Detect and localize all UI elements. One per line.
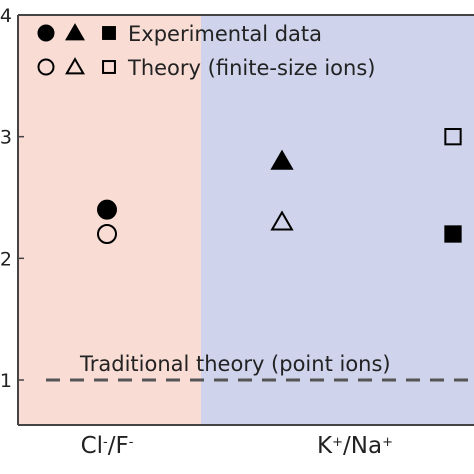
y-tick-label: 1 — [0, 370, 12, 392]
legend-theory-circle-marker — [37, 58, 55, 76]
cation-region — [201, 15, 474, 425]
x-label-cation: K+/Na+ — [317, 433, 393, 459]
theory-triangle-point — [270, 210, 294, 231]
legend-theory-label: Theory (finite-size ions) — [127, 56, 375, 80]
legend-experimental-square-marker — [102, 26, 116, 40]
y-tick-label: 3 — [0, 127, 12, 149]
legend-experimental-label: Experimental data — [128, 22, 322, 46]
legend-theory-triangle-marker — [65, 57, 85, 75]
data-points — [97, 128, 462, 244]
experimental-square-point — [444, 225, 462, 243]
reference-line-label: Traditional theory (point ions) — [79, 352, 391, 376]
legend: Experimental data Theory (finite-size ion… — [37, 22, 375, 80]
legend-experimental-circle-marker — [37, 24, 55, 42]
legend-experimental-triangle-marker — [65, 23, 85, 41]
y-tick-label: 4 — [0, 5, 12, 27]
theory-circle-point — [97, 224, 117, 244]
y-tick-label: 2 — [0, 248, 12, 270]
experimental-circle-point — [97, 199, 117, 220]
y-ticks: 1 2 3 4 — [0, 5, 24, 392]
x-category-labels: Cl-/F- K+/Na+ — [81, 433, 393, 459]
experimental-triangle-point — [270, 149, 294, 170]
anion-region — [18, 15, 201, 425]
x-label-anion: Cl-/F- — [81, 433, 134, 459]
theory-square-point — [444, 128, 462, 146]
legend-theory-square-marker — [102, 60, 116, 74]
